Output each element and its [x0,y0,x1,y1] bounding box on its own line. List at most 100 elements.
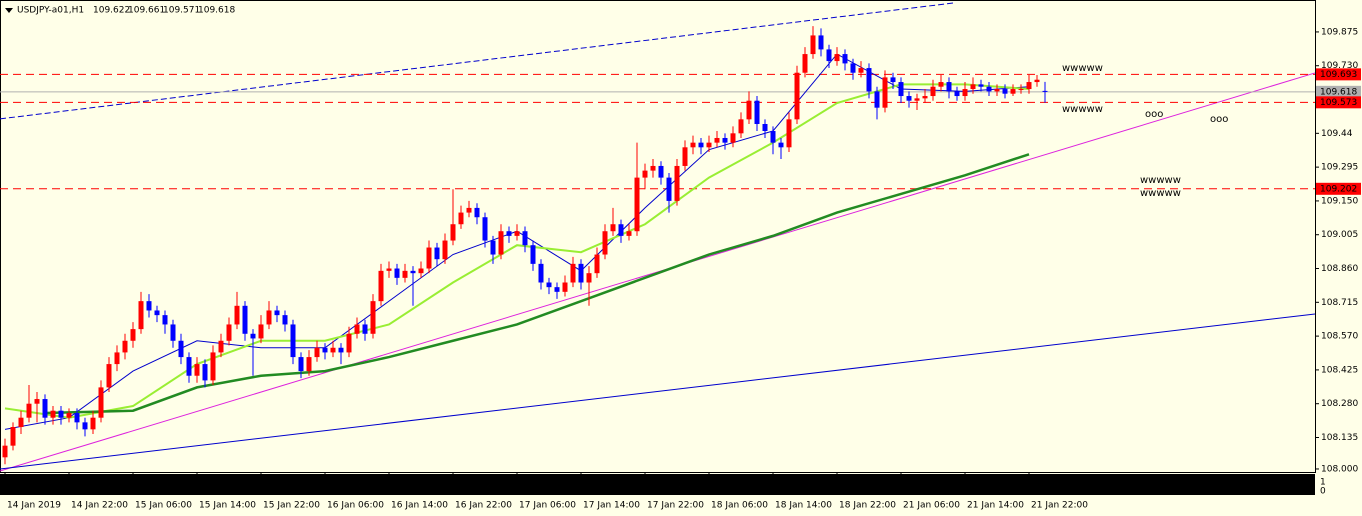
candle-body [578,263,584,283]
y-tick-label: 109.730 [1321,61,1358,71]
candle-body [210,352,216,381]
price-label: 109.202 [1320,184,1357,194]
candle-body [530,245,536,264]
candle-body [450,224,456,241]
candle-body [298,357,304,372]
price-label-box [1316,68,1361,81]
candle-body [274,310,280,316]
candle-body [946,82,952,92]
quote-open: 109.622 [93,6,130,16]
candle-body [738,119,744,134]
candle-body [1034,79,1040,83]
x-tick-label: 17 Jan 05:00 [455,480,512,490]
plot-area: wwwww wwwww ooo ooo wwwww wwwww [0,2,1316,472]
candle-body [34,399,40,404]
x-tick-label: 19 Jan 05:00 [839,480,896,490]
x-tick-label: 15 Jan 05:00 [71,480,128,490]
candle-body [538,263,544,283]
annotation: wwwww [1062,63,1103,74]
moving-average [4,83,1030,419]
candle-body [594,254,600,274]
candle-body [722,137,728,143]
x-tick-label: 16 Jan 06:00 [327,501,384,511]
x-tick-label: 22 Jan 05:00 [1031,480,1088,490]
annotation: ooo [1145,109,1163,120]
x-tick-label: 15 Jan 22:00 [263,501,320,511]
x-tick-label: 15 Jan 06:00 [135,501,192,511]
menu-arrow[interactable] [5,8,13,13]
x-tick-label: 21 Jan 06:00 [903,501,960,511]
candle-body [26,403,32,418]
moving-average [44,153,1030,415]
candle-body [218,340,224,353]
candle-body [386,268,392,271]
candle-body [994,89,1000,92]
candle-body [1010,89,1016,94]
y-tick-label: 109.295 [1321,163,1358,173]
x-tick-label: 21:00 [583,480,609,490]
candle-body [562,282,568,292]
candle-body [346,333,352,353]
trend-line [0,2,956,120]
y-tick-label: 108.135 [1321,433,1358,443]
candle-body [426,247,432,269]
candle-body [402,270,408,278]
x-tick-label: 16 Jan 22:00 [455,501,512,511]
candle-body [378,270,384,302]
x-tick-label: 16 Jan 14:00 [391,501,448,511]
quote-close: 109.618 [198,6,235,16]
y-tick-label: 109.875 [1321,27,1358,37]
candle-body [2,445,8,458]
candle-body [626,231,632,236]
y-tick-label: 108.425 [1321,365,1358,375]
candle-body [490,240,496,255]
candle-body [322,347,328,353]
x-tick-label: 16 Jan 05:00 [263,480,320,490]
candle-body [546,282,552,288]
x-tick-label: 18 Jan 06:00 [711,501,768,511]
candle-body [834,54,840,62]
candle-body [394,268,400,278]
candle-body [114,352,120,365]
symbol-label: USDJPY-a01,H1 [17,6,84,16]
candle-body [242,305,248,334]
candle-body [714,137,720,143]
y-tick-label: 108.570 [1321,332,1358,342]
candle-body [42,399,48,418]
x-tick-label: 13:00 [327,480,353,490]
candle-body [970,84,976,90]
candle-body [898,82,904,97]
candle-body [106,364,112,388]
price-label: 109.693 [1320,70,1357,80]
candle-body [882,77,888,108]
candle-body [258,324,264,339]
candle-body [482,217,488,241]
y-tick-label: 109.44 [1321,129,1353,139]
candle-body [362,324,368,334]
x-tick-label: 21 Jan 13:00 [903,480,960,490]
candle-body [746,100,752,120]
x-tick-label: 21:00 [775,480,801,490]
candle-body [978,84,984,87]
plot-frame [0,0,1316,473]
candle-body [922,96,928,99]
candle-body [58,410,64,418]
price-label-box [1316,85,1361,98]
candle-body [778,142,784,148]
candle-body [410,270,416,274]
candle-body [754,100,760,125]
corner-label: 0 [1320,487,1326,497]
candle-body [202,364,208,381]
x-tick-label: 21:00 [967,480,993,490]
candle-body [986,86,992,92]
x-tick-label: 13:00 [519,480,545,490]
candle-body [650,165,656,171]
candle-body [674,165,680,201]
candle-body [234,305,240,325]
candle-body [10,427,16,446]
candle-body [162,315,168,325]
annotation: wwwww [1062,104,1103,115]
candle-body [226,324,232,341]
